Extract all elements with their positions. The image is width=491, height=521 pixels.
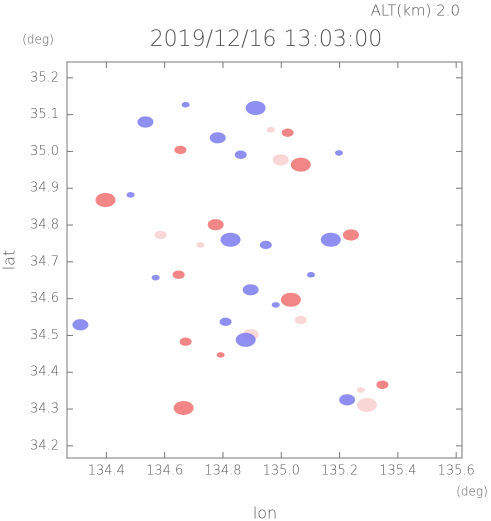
y-tick-label: 35.2 xyxy=(30,70,59,85)
echo-blob xyxy=(272,154,289,166)
echo-blob xyxy=(179,337,192,346)
y-tick-label: 34.5 xyxy=(30,328,59,343)
y-tick-label: 34.6 xyxy=(30,291,59,306)
x-tick-label: 135.0 xyxy=(263,464,300,479)
echo-blob xyxy=(174,145,187,155)
echo-blob xyxy=(259,240,272,250)
echo-blob xyxy=(72,319,89,331)
echo-blob xyxy=(154,230,167,240)
echo-blob xyxy=(306,271,315,278)
x-tick-label: 135.2 xyxy=(321,464,358,479)
y-tick-label: 35.0 xyxy=(30,144,59,159)
echo-blob xyxy=(320,232,341,247)
echo-blob xyxy=(294,315,307,325)
x-tick-label: 135.4 xyxy=(379,464,416,479)
echo-blob xyxy=(220,232,241,247)
y-tick-label: 34.8 xyxy=(30,218,59,233)
echo-blob xyxy=(219,317,232,327)
echo-blob xyxy=(181,101,190,108)
echo-blob xyxy=(209,132,226,144)
echo-blob xyxy=(339,394,356,406)
y-tick-label: 34.2 xyxy=(30,438,59,453)
y-tick-label: 34.4 xyxy=(30,365,59,380)
echo-blob xyxy=(290,157,311,172)
echo-blob xyxy=(266,126,275,133)
y-unit: (deg) xyxy=(22,33,54,47)
echo-blob xyxy=(245,101,266,116)
y-tick-label: 34.9 xyxy=(30,181,59,196)
chart-title: 2019/12/16 13:03:00 xyxy=(150,27,383,52)
echo-blob xyxy=(356,398,377,413)
echo-blob xyxy=(137,116,154,128)
echo-blob xyxy=(207,219,224,231)
chart-subtitle: ALT(km) 2.0 xyxy=(371,2,460,20)
y-tick-label: 34.7 xyxy=(30,254,59,269)
x-tick-label: 134.6 xyxy=(146,464,183,479)
echo-blob xyxy=(242,284,259,296)
x-axis-label: lon xyxy=(253,504,277,521)
echo-blob xyxy=(216,352,225,358)
echo-blob xyxy=(356,387,365,393)
echo-blob xyxy=(281,128,294,137)
echo-blob xyxy=(196,242,205,248)
echo-blob xyxy=(271,302,280,308)
echo-blob xyxy=(376,380,389,389)
echo-blob xyxy=(234,150,247,159)
y-axis-label: lat xyxy=(0,250,19,271)
y-tick-label: 34.3 xyxy=(30,402,59,417)
echo-blob xyxy=(334,150,343,156)
echo-blob xyxy=(126,192,135,198)
x-tick-label: 135.6 xyxy=(438,464,475,479)
echo-blob xyxy=(151,274,160,281)
echo-blob xyxy=(235,332,256,347)
x-unit: (deg) xyxy=(456,485,488,499)
plot-frame xyxy=(66,61,463,459)
x-tick-label: 134.4 xyxy=(88,464,125,479)
echo-blob xyxy=(280,292,301,307)
echo-blob xyxy=(173,400,194,415)
y-tick-label: 35.1 xyxy=(30,107,59,122)
x-tick-label: 134.8 xyxy=(204,464,241,479)
echo-blob xyxy=(95,193,116,208)
echo-blob xyxy=(342,229,359,241)
echo-blob xyxy=(172,270,185,279)
